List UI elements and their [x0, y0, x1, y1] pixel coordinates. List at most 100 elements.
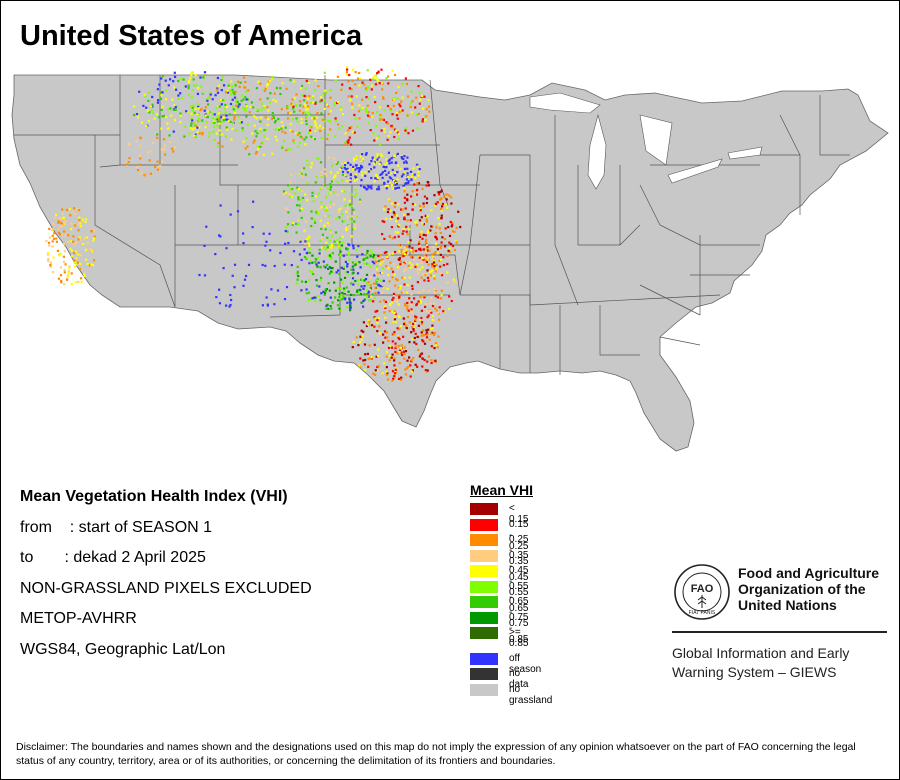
- vhi-pixel: [389, 172, 392, 175]
- vhi-pixel: [406, 301, 409, 305]
- vhi-pixel: [430, 209, 433, 212]
- vhi-pixel: [337, 299, 340, 302]
- vhi-pixel: [440, 207, 443, 211]
- vhi-pixel: [82, 243, 85, 246]
- vhi-pixel: [319, 188, 322, 191]
- vhi-pixel: [406, 249, 409, 253]
- vhi-pixel: [347, 274, 350, 277]
- vhi-pixel: [452, 278, 455, 281]
- vhi-pixel: [304, 240, 307, 243]
- vhi-pixel: [297, 145, 300, 148]
- vhi-pixel: [265, 84, 269, 87]
- vhi-pixel: [293, 110, 296, 113]
- vhi-pixel: [307, 132, 310, 135]
- vhi-pixel: [430, 332, 433, 335]
- vhi-pixel: [304, 242, 307, 245]
- vhi-pixel: [415, 224, 419, 227]
- vhi-pixel: [256, 132, 259, 135]
- vhi-pixel: [319, 239, 322, 242]
- vhi-pixel: [388, 158, 391, 161]
- vhi-pixel: [378, 159, 381, 162]
- vhi-pixel: [61, 208, 64, 211]
- vhi-pixel: [279, 87, 282, 90]
- vhi-pixel: [271, 152, 274, 155]
- vhi-pixel: [396, 171, 399, 174]
- vhi-pixel: [390, 177, 393, 180]
- vhi-pixel: [315, 211, 318, 214]
- vhi-pixel: [365, 108, 368, 111]
- vhi-pixel: [256, 145, 259, 148]
- vhi-pixel: [366, 249, 369, 253]
- vhi-pixel: [266, 106, 269, 109]
- vhi-pixel: [167, 84, 170, 87]
- vhi-pixel: [401, 291, 405, 294]
- vhi-pixel: [255, 135, 258, 138]
- vhi-pixel: [383, 181, 386, 184]
- vhi-pixel: [392, 321, 395, 324]
- vhi-pixel: [316, 212, 319, 215]
- vhi-pixel: [446, 206, 449, 209]
- vhi-pixel: [62, 260, 66, 263]
- vhi-pixel: [284, 191, 287, 194]
- vhi-pixel: [207, 110, 210, 113]
- vhi-pixel: [323, 205, 326, 208]
- vhi-pixel: [369, 78, 372, 81]
- vhi-pixel: [341, 165, 344, 168]
- vhi-pixel: [367, 263, 370, 266]
- vhi-pixel: [422, 273, 425, 276]
- vhi-pixel: [375, 173, 378, 176]
- vhi-pixel: [341, 170, 345, 173]
- vhi-pixel: [363, 285, 366, 288]
- vhi-pixel: [231, 127, 234, 130]
- vhi-pixel: [379, 262, 382, 266]
- vhi-pixel: [403, 352, 406, 356]
- vhi-pixel: [273, 264, 276, 268]
- vhi-pixel: [223, 84, 226, 87]
- vhi-pixel: [308, 262, 311, 265]
- vhi-pixel: [347, 161, 350, 164]
- vhi-pixel: [299, 240, 302, 243]
- vhi-pixel: [373, 157, 376, 160]
- vhi-pixel: [411, 246, 414, 249]
- vhi-pixel: [385, 366, 388, 369]
- vhi-pixel: [331, 245, 334, 248]
- vhi-pixel: [354, 175, 357, 178]
- sensor-name: METOP-AVHRR: [20, 610, 137, 627]
- vhi-pixel: [377, 364, 380, 368]
- vhi-pixel: [413, 323, 416, 326]
- vhi-pixel: [410, 370, 413, 373]
- vhi-pixel: [354, 195, 357, 198]
- vhi-pixel: [263, 129, 266, 132]
- vhi-pixel: [398, 258, 401, 261]
- vhi-pixel: [223, 108, 226, 111]
- vhi-pixel: [344, 132, 347, 135]
- vhi-pixel: [426, 316, 429, 319]
- vhi-pixel: [417, 85, 420, 88]
- vhi-pixel: [88, 264, 91, 267]
- vhi-pixel: [196, 126, 199, 129]
- giews-name: Global Information and Early Warning Sys…: [672, 645, 850, 680]
- vhi-pixel: [395, 129, 398, 132]
- vhi-pixel: [384, 163, 387, 166]
- legend-swatch: [470, 652, 498, 665]
- legend-classes: < 0.15 0.15 - 0.25 0.25 - 0.35 0.35 - 0.45 0…: [470, 501, 533, 649]
- vhi-pixel: [311, 191, 314, 194]
- vhi-pixel: [436, 201, 439, 204]
- vhi-pixel: [280, 121, 283, 124]
- vhi-pixel: [349, 203, 352, 206]
- vhi-pixel: [431, 324, 434, 327]
- vhi-pixel: [395, 220, 398, 223]
- vhi-pixel: [315, 210, 318, 213]
- vhi-pixel: [57, 277, 60, 280]
- vhi-pixel: [246, 123, 249, 126]
- vhi-pixel: [387, 180, 390, 183]
- vhi-pixel: [338, 127, 341, 130]
- vhi-pixel: [429, 309, 432, 312]
- vhi-pixel: [425, 249, 428, 252]
- vhi-pixel: [362, 185, 366, 189]
- vhi-pixel: [421, 187, 424, 190]
- vhi-pixel: [418, 168, 421, 171]
- vhi-pixel: [424, 273, 427, 277]
- vhi-pixel: [323, 168, 326, 171]
- vhi-pixel: [228, 305, 231, 308]
